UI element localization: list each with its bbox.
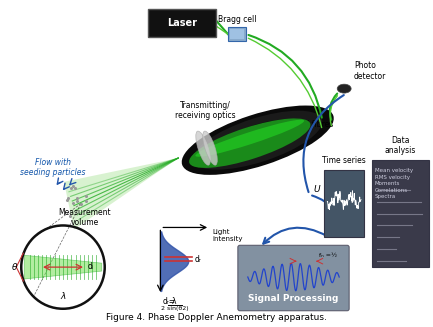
FancyBboxPatch shape	[228, 27, 246, 41]
Text: θ: θ	[11, 263, 17, 272]
Ellipse shape	[337, 84, 351, 93]
Polygon shape	[24, 255, 102, 279]
Ellipse shape	[182, 106, 334, 175]
Text: Bragg cell: Bragg cell	[218, 15, 256, 24]
Text: Flow with
seeding particles: Flow with seeding particles	[20, 158, 86, 178]
Text: Optical fibres: Optical fibres	[282, 120, 333, 129]
Text: U: U	[313, 185, 320, 194]
Text: Transmitting/
receiving optics: Transmitting/ receiving optics	[175, 100, 236, 120]
FancyBboxPatch shape	[230, 29, 244, 39]
Text: Data
analysis: Data analysis	[385, 136, 416, 155]
Ellipse shape	[189, 118, 310, 168]
Text: Mean velocity
RMS velocity
Moments
Correlations
Spectra: Mean velocity RMS velocity Moments Corre…	[375, 168, 413, 199]
Ellipse shape	[203, 131, 217, 165]
FancyBboxPatch shape	[372, 160, 429, 267]
Text: dᵣ: dᵣ	[194, 255, 201, 264]
Ellipse shape	[193, 111, 322, 170]
Text: Time series: Time series	[322, 156, 366, 165]
Text: λ: λ	[172, 297, 177, 306]
Text: Laser: Laser	[167, 18, 197, 28]
Polygon shape	[64, 158, 178, 230]
Ellipse shape	[195, 120, 304, 157]
Text: λ: λ	[60, 292, 66, 301]
Text: 2 sin(θ2): 2 sin(θ2)	[162, 306, 189, 311]
Text: Figure 4. Phase Doppler Anemometry apparatus.: Figure 4. Phase Doppler Anemometry appar…	[106, 313, 326, 322]
FancyBboxPatch shape	[324, 170, 364, 237]
Ellipse shape	[212, 119, 304, 161]
Text: dᵣ=: dᵣ=	[162, 297, 175, 306]
Ellipse shape	[196, 131, 210, 165]
Text: fₙ =½: fₙ =½	[319, 253, 337, 258]
FancyBboxPatch shape	[149, 9, 216, 37]
Text: Measurement
volume: Measurement volume	[58, 208, 111, 227]
Text: dᵢ: dᵢ	[88, 262, 94, 271]
Text: Photo
detector: Photo detector	[354, 61, 387, 81]
Text: Signal Processing: Signal Processing	[248, 294, 339, 303]
Text: Light
intensity: Light intensity	[212, 230, 242, 242]
FancyBboxPatch shape	[238, 245, 349, 311]
